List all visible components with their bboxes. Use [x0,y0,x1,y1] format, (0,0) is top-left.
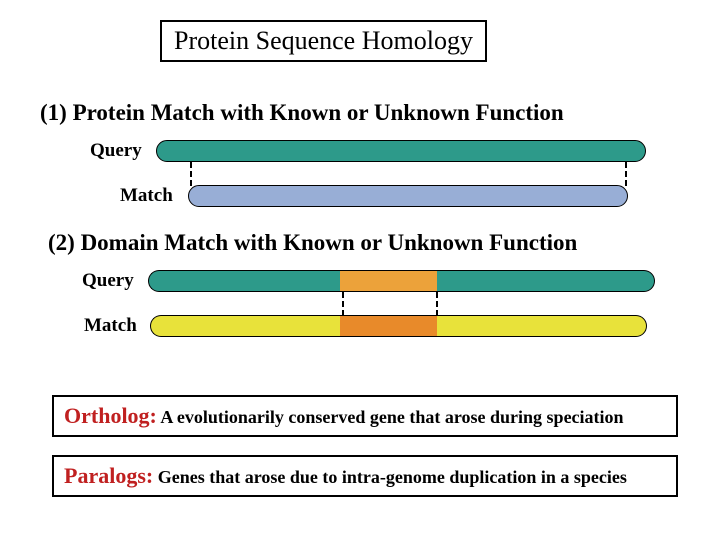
section1-dash-right [625,162,627,186]
section2-dash-left [342,292,344,316]
section1-dash-left [190,162,192,186]
section2-match-bar-left [150,315,343,337]
ortholog-term: Ortholog: [64,403,157,428]
section1-query-label: Query [90,140,142,162]
section2-query-bar-left [148,270,343,292]
section2-query-bar-mid [340,270,440,292]
ortholog-text: A evolutionarily conserved gene that aro… [157,407,624,427]
paralogs-text: Genes that arose due to intra-genome dup… [153,467,627,487]
section2-query-bar-right [437,270,655,292]
ortholog-definition: Ortholog: A evolutionarily conserved gen… [52,395,678,437]
section1-query-bar [156,140,646,162]
page-title-box: Protein Sequence Homology [160,20,487,62]
section2-query-label: Query [82,270,134,292]
section1-match-bar [188,185,628,207]
section1-match-label: Match [120,185,173,207]
section1-heading: (1) Protein Match with Known or Unknown … [40,100,564,126]
section2-match-label: Match [84,315,137,337]
section2-match-bar-right [437,315,647,337]
section2-match-bar-mid [340,315,440,337]
paralogs-definition: Paralogs: Genes that arose due to intra-… [52,455,678,497]
section2-dash-right [436,292,438,316]
section2-heading: (2) Domain Match with Known or Unknown F… [48,230,577,256]
paralogs-term: Paralogs: [64,463,153,488]
